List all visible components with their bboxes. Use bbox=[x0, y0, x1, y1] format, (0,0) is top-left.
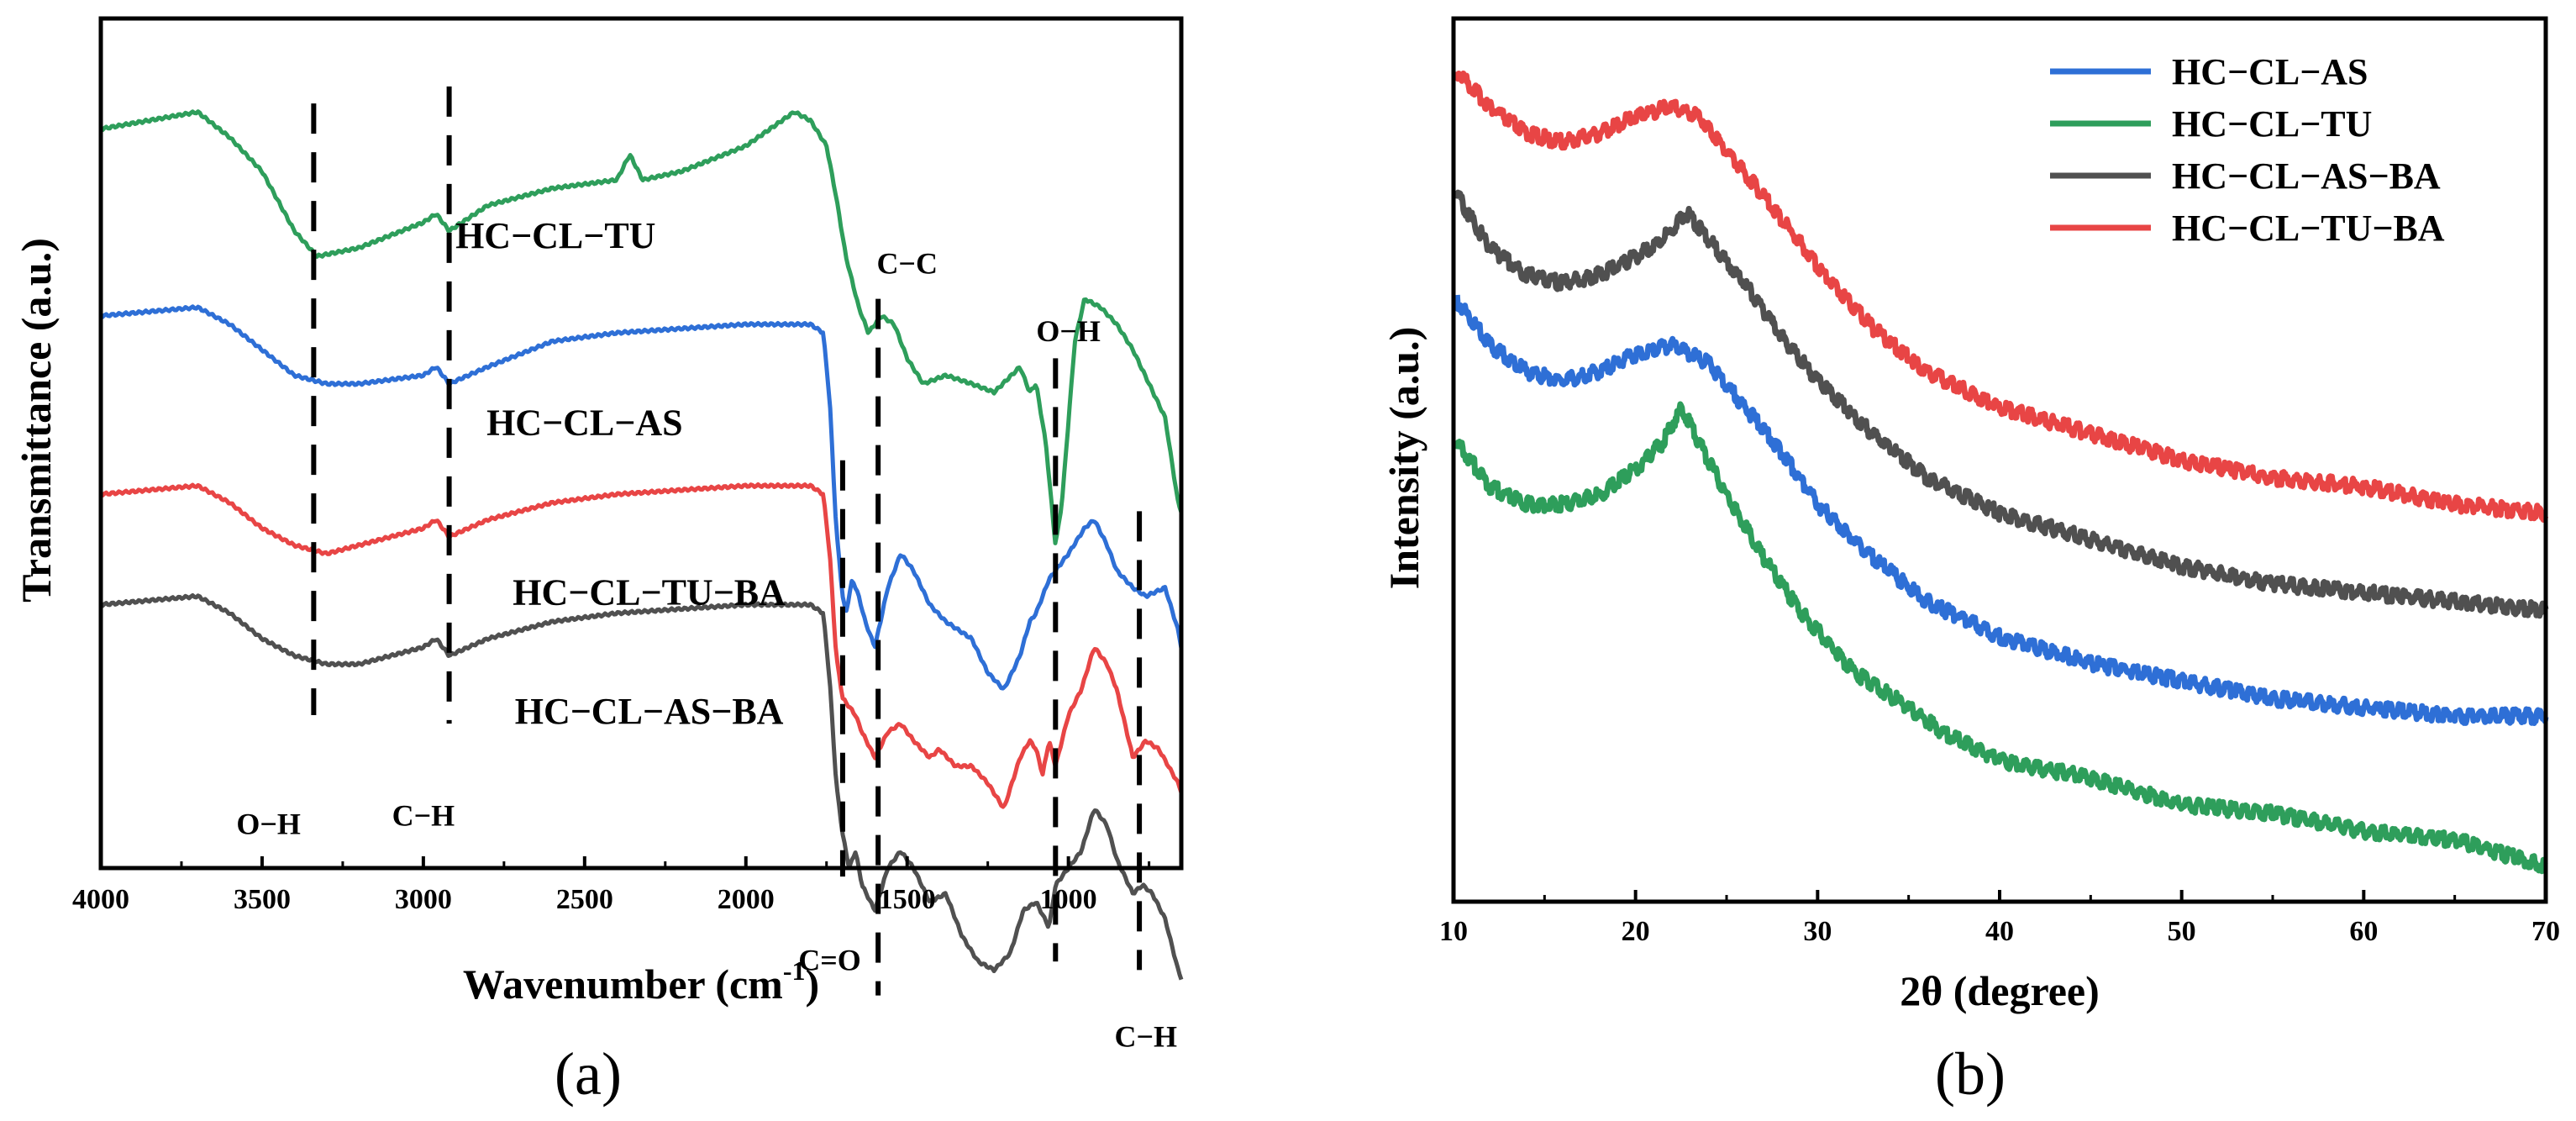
series-label-hc-cl-as: HC−CL−AS bbox=[486, 402, 683, 443]
ftir-line-hc-cl-as-ba bbox=[99, 593, 1184, 981]
series-label-hc-cl-tu-ba: HC−CL−TU−BA bbox=[513, 572, 786, 613]
panel-a-x-axis-title: Wavenumber (cm-1) bbox=[463, 955, 819, 1008]
x-tick-label: 3000 bbox=[395, 884, 452, 915]
peak-annotation: C−C bbox=[876, 246, 938, 280]
panel-a: HC−CL−TU HC−CL−AS HC−CL−TU−BA HC−CL−AS−BA O… bbox=[13, 16, 1184, 1108]
panel-b: 10 20 30 40 50 60 70 HC−CL−AS HC−CL−TU HC−CL−AS−… bbox=[1380, 16, 2560, 1108]
x-tick-label: 20 bbox=[1622, 916, 1650, 947]
panel-b-y-axis-title: Intensity (a.u.) bbox=[1380, 327, 1427, 590]
panel-b-x-axis-title: 2θ (degree) bbox=[1900, 967, 2100, 1014]
ftir-line-hc-cl-tu bbox=[99, 109, 1184, 545]
peak-annotation: O−H bbox=[236, 808, 301, 841]
panel-b-label: (b) bbox=[1935, 1040, 2006, 1108]
panel-b-legend: HC−CL−AS HC−CL−TU HC−CL−AS−BA HC−CL−TU−BA bbox=[2050, 51, 2445, 249]
legend-label-hc-cl-tu: HC−CL−TU bbox=[2172, 103, 2372, 145]
panel-a-x-ticks: 4000 3500 3000 2500 2000 1500 1000 bbox=[72, 856, 1151, 915]
x-tick-label: 10 bbox=[1439, 916, 1468, 947]
peak-annotation: O−H bbox=[1036, 314, 1101, 348]
x-tick-label: 40 bbox=[1985, 916, 2014, 947]
x-tick-label: 60 bbox=[2349, 916, 2378, 947]
ftir-line-hc-cl-tu-ba bbox=[99, 482, 1184, 809]
series-label-hc-cl-as-ba: HC−CL−AS−BA bbox=[515, 691, 784, 732]
xrd-line-hc-cl-tu bbox=[1454, 401, 2548, 875]
xrd-series-group bbox=[1454, 70, 2549, 875]
xrd-line-hc-cl-as bbox=[1454, 294, 2549, 726]
x-tick-label: 2500 bbox=[556, 884, 613, 915]
panel-a-y-axis-title: Transmittance (a.u.) bbox=[13, 238, 60, 603]
ftir-peak-annotations: O−H C−H C−C O−H C=O C−H bbox=[236, 246, 1177, 1053]
peak-annotation: C−H bbox=[1115, 1019, 1178, 1053]
legend-label-hc-cl-as: HC−CL−AS bbox=[2172, 51, 2368, 92]
legend-label-hc-cl-tu-ba: HC−CL−TU−BA bbox=[2172, 208, 2445, 249]
peak-annotation: C=O bbox=[798, 943, 861, 976]
ftir-peak-markers bbox=[311, 86, 1143, 996]
ftir-series-labels: HC−CL−TU HC−CL−AS HC−CL−TU−BA HC−CL−AS−BA bbox=[455, 215, 786, 732]
panel-b-x-ticks: 10 20 30 40 50 60 70 bbox=[1439, 890, 2560, 947]
xrd-line-hc-cl-as-ba bbox=[1454, 189, 2549, 619]
x-tick-label: 70 bbox=[2531, 916, 2560, 947]
x-tick-label: 3500 bbox=[234, 884, 291, 915]
xrd-line-hc-cl-tu-ba bbox=[1454, 70, 2549, 523]
series-label-hc-cl-tu: HC−CL−TU bbox=[455, 215, 655, 256]
panel-a-label: (a) bbox=[555, 1040, 622, 1108]
ftir-line-hc-cl-as bbox=[99, 304, 1184, 691]
panel-a-frame bbox=[98, 16, 1184, 871]
peak-annotation: C−H bbox=[392, 798, 455, 832]
x-tick-label: 2000 bbox=[718, 884, 775, 915]
ftir-series-group bbox=[99, 109, 1184, 981]
x-tick-label: 4000 bbox=[72, 884, 129, 915]
x-tick-label: 1000 bbox=[1040, 884, 1097, 915]
panel-b-frame bbox=[1451, 16, 2548, 904]
x-tick-label: 50 bbox=[2168, 916, 2196, 947]
x-tick-label: 1500 bbox=[879, 884, 936, 915]
x-tick-label: 30 bbox=[1803, 916, 1832, 947]
legend-label-hc-cl-as-ba: HC−CL−AS−BA bbox=[2172, 155, 2441, 197]
